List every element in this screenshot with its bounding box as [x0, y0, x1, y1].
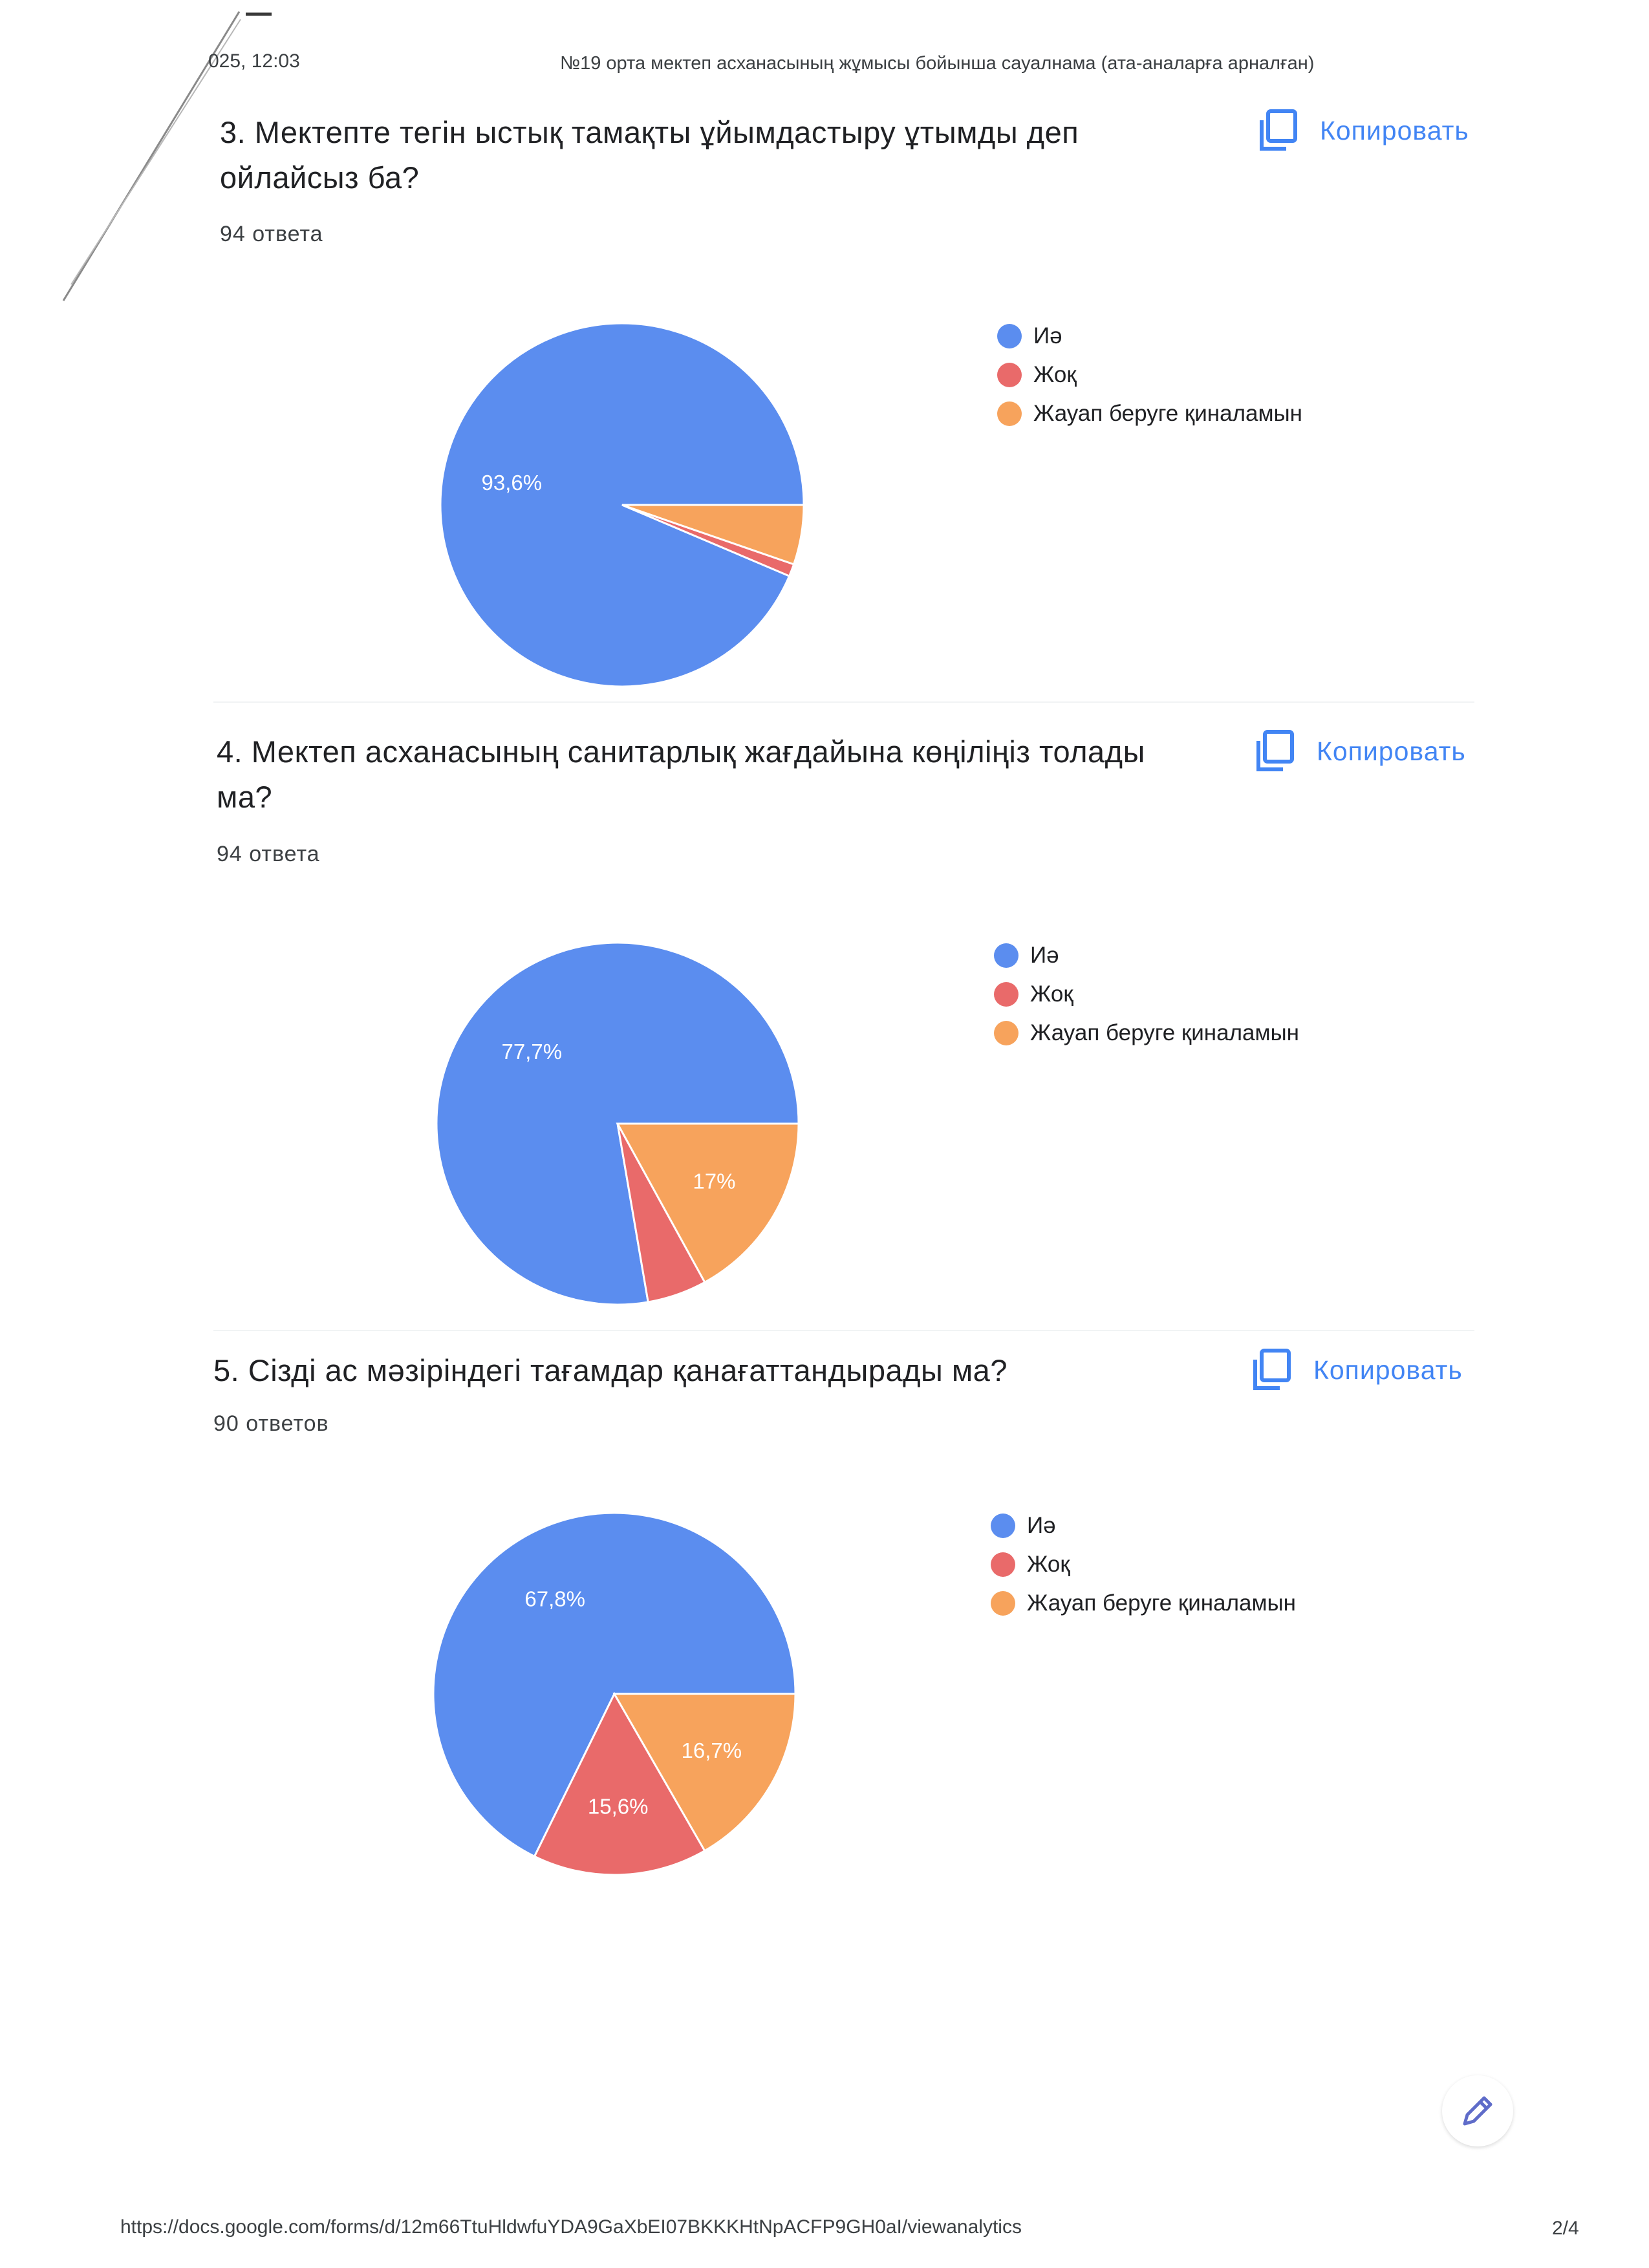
legend-item-2: Жоқ [997, 356, 1302, 394]
pie-slice-1 [432, 1512, 797, 1858]
slice-label-2: 15,6% [588, 1795, 649, 1819]
pie-slice-2 [533, 1691, 706, 1876]
slice-label-3: 17% [693, 1169, 735, 1193]
copy-icon [1256, 730, 1294, 771]
legend-swatch [997, 401, 1022, 426]
footer-page-number: 2/4 [1552, 2218, 1579, 2239]
copy-chart-button[interactable]: Копировать [1258, 109, 1469, 153]
legend-item-2: Жоқ [994, 975, 1299, 1014]
edit-button[interactable] [1442, 2075, 1513, 2146]
legend-label: Жауап беруге қиналамын [1033, 401, 1303, 426]
copy-chart-button[interactable]: Копировать [1255, 729, 1466, 773]
pie-slice-3 [621, 504, 805, 566]
legend-label: Жоқ [1030, 981, 1073, 1007]
print-title: №19 орта мектеп асханасының жұмысы бойын… [560, 53, 1315, 74]
legend-item-1: Иә [997, 317, 1302, 356]
copy-label: Копировать [1313, 1354, 1463, 1385]
legend-item-1: Иә [991, 1506, 1296, 1545]
chart-legend: Иә Жоқ Жауап беруге қиналамын [997, 317, 1302, 433]
legend-item-3: Жауап беруге қиналамын [994, 1014, 1299, 1053]
legend-item-1: Иә [994, 936, 1299, 975]
copy-label: Копировать [1320, 115, 1469, 145]
slice-label-1: 93,6% [482, 471, 543, 495]
legend-swatch [997, 324, 1022, 348]
question-title: 5. Сізді ас мәзіріндегі тағамдар қанағат… [213, 1353, 1008, 1387]
print-date: 025, 12:03 [208, 50, 300, 72]
response-count: 94 ответа [217, 842, 320, 866]
pie-chart: 93,6% [439, 322, 805, 688]
legend-swatch [991, 1591, 1015, 1616]
question-title: 3. Мектепте тегін ыстық тамақты ұйымдаст… [220, 115, 1079, 195]
response-count: 94 ответа [220, 222, 323, 246]
slice-label-1: 77,7% [501, 1040, 562, 1064]
pie-slice-3 [612, 1693, 797, 1852]
legend-swatch [994, 1021, 1018, 1045]
section-divider [213, 701, 1474, 703]
copy-label: Копировать [1317, 736, 1466, 766]
legend-swatch [991, 1552, 1015, 1577]
question-title: 4. Мектеп асханасының санитарлық жағдайы… [217, 734, 1145, 814]
pie-slice-3 [616, 1122, 800, 1284]
legend-label: Иә [1033, 323, 1062, 348]
copy-chart-button[interactable]: Копировать [1251, 1348, 1463, 1392]
legend-item-2: Жоқ [991, 1545, 1296, 1584]
legend-label: Жауап беруге қиналамын [1027, 1590, 1297, 1616]
legend-label: Иә [1030, 943, 1059, 968]
slice-label-1: 67,8% [524, 1587, 585, 1611]
slice-label-3: 16,7% [682, 1738, 742, 1762]
footer-url: https://docs.google.com/forms/d/12m66Ttu… [120, 2216, 1022, 2238]
legend-label: Иә [1027, 1513, 1056, 1538]
legend-swatch [994, 943, 1018, 968]
legend-item-3: Жауап беруге қиналамын [997, 394, 1302, 433]
response-count: 90 ответов [213, 1411, 329, 1436]
pie-chart: 67,8% 15,6% 16,7% [432, 1512, 797, 1876]
pie-chart: 77,7% 17% [435, 941, 800, 1306]
chart-legend: Иә Жоқ Жауап беруге қиналамын [991, 1506, 1296, 1623]
legend-swatch [997, 363, 1022, 387]
chart-legend: Иә Жоқ Жауап беруге қиналамын [994, 936, 1299, 1053]
section-divider [213, 1330, 1474, 1331]
scan-artifact [62, 11, 272, 301]
copy-icon [1260, 109, 1297, 151]
legend-label: Жауап беруге қиналамын [1030, 1020, 1300, 1045]
pencil-icon [1463, 2096, 1493, 2126]
legend-label: Жоқ [1033, 362, 1077, 387]
legend-swatch [991, 1514, 1015, 1538]
legend-label: Жоқ [1027, 1552, 1070, 1577]
copy-icon [1253, 1349, 1291, 1390]
legend-swatch [994, 982, 1018, 1007]
legend-item-3: Жауап беруге қиналамын [991, 1584, 1296, 1623]
